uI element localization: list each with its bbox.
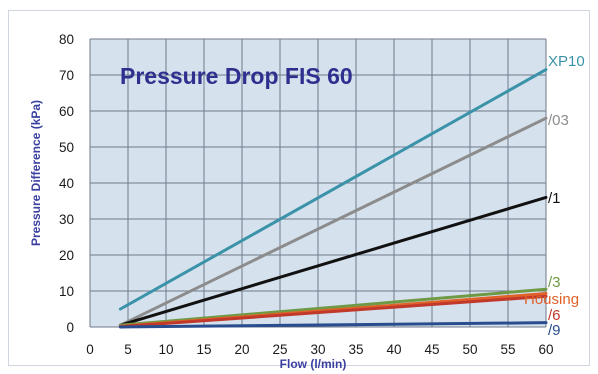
x-tick-label: 45 xyxy=(424,342,439,357)
chart-title: Pressure Drop FIS 60 xyxy=(120,63,353,89)
x-axis-ticks: 0 5 10 15 20 25 30 35 40 45 50 55 60 xyxy=(86,342,553,357)
x-tick-label: 0 xyxy=(86,342,94,357)
y-tick-label: 40 xyxy=(59,176,74,191)
x-tick-label: 60 xyxy=(538,342,553,357)
series-label: /6 xyxy=(548,307,561,324)
x-tick-label: 55 xyxy=(500,342,515,357)
series-line xyxy=(118,321,548,329)
x-tick-label: 15 xyxy=(196,342,211,357)
series-line xyxy=(118,287,548,327)
series-label: /1 xyxy=(548,190,561,207)
y-tick-label: 70 xyxy=(59,68,74,83)
x-tick-label: 20 xyxy=(234,342,249,357)
y-tick-label: 10 xyxy=(59,284,74,299)
series-line xyxy=(118,116,548,327)
grid-lines xyxy=(89,38,547,328)
y-tick-label: 60 xyxy=(59,104,74,119)
y-tick-label: 20 xyxy=(59,248,74,263)
series-label: XP10 xyxy=(548,53,585,70)
series-line xyxy=(118,68,548,311)
series-label: /9 xyxy=(548,322,561,339)
y-tick-label: 30 xyxy=(59,212,74,227)
series-label: /3 xyxy=(548,274,561,291)
series-label: Housing xyxy=(524,291,579,308)
x-axis-label: Flow (l/min) xyxy=(280,357,347,371)
y-tick-label: 50 xyxy=(59,140,74,155)
x-tick-label: 35 xyxy=(348,342,363,357)
y-tick-label: 80 xyxy=(59,32,74,47)
y-axis-ticks: 0 10 20 30 40 50 60 70 80 xyxy=(59,32,74,335)
series-lines xyxy=(118,68,548,329)
series-line xyxy=(118,294,548,329)
series-label: /03 xyxy=(548,112,569,129)
x-tick-label: 50 xyxy=(462,342,477,357)
series-line xyxy=(118,195,548,327)
y-tick-label: 0 xyxy=(66,320,74,335)
x-tick-label: 10 xyxy=(158,342,173,357)
x-tick-label: 5 xyxy=(124,342,132,357)
x-tick-label: 40 xyxy=(386,342,401,357)
x-tick-label: 30 xyxy=(310,342,325,357)
x-tick-label: 25 xyxy=(272,342,287,357)
y-axis-label: Pressure Difference (kPa) xyxy=(29,100,43,246)
